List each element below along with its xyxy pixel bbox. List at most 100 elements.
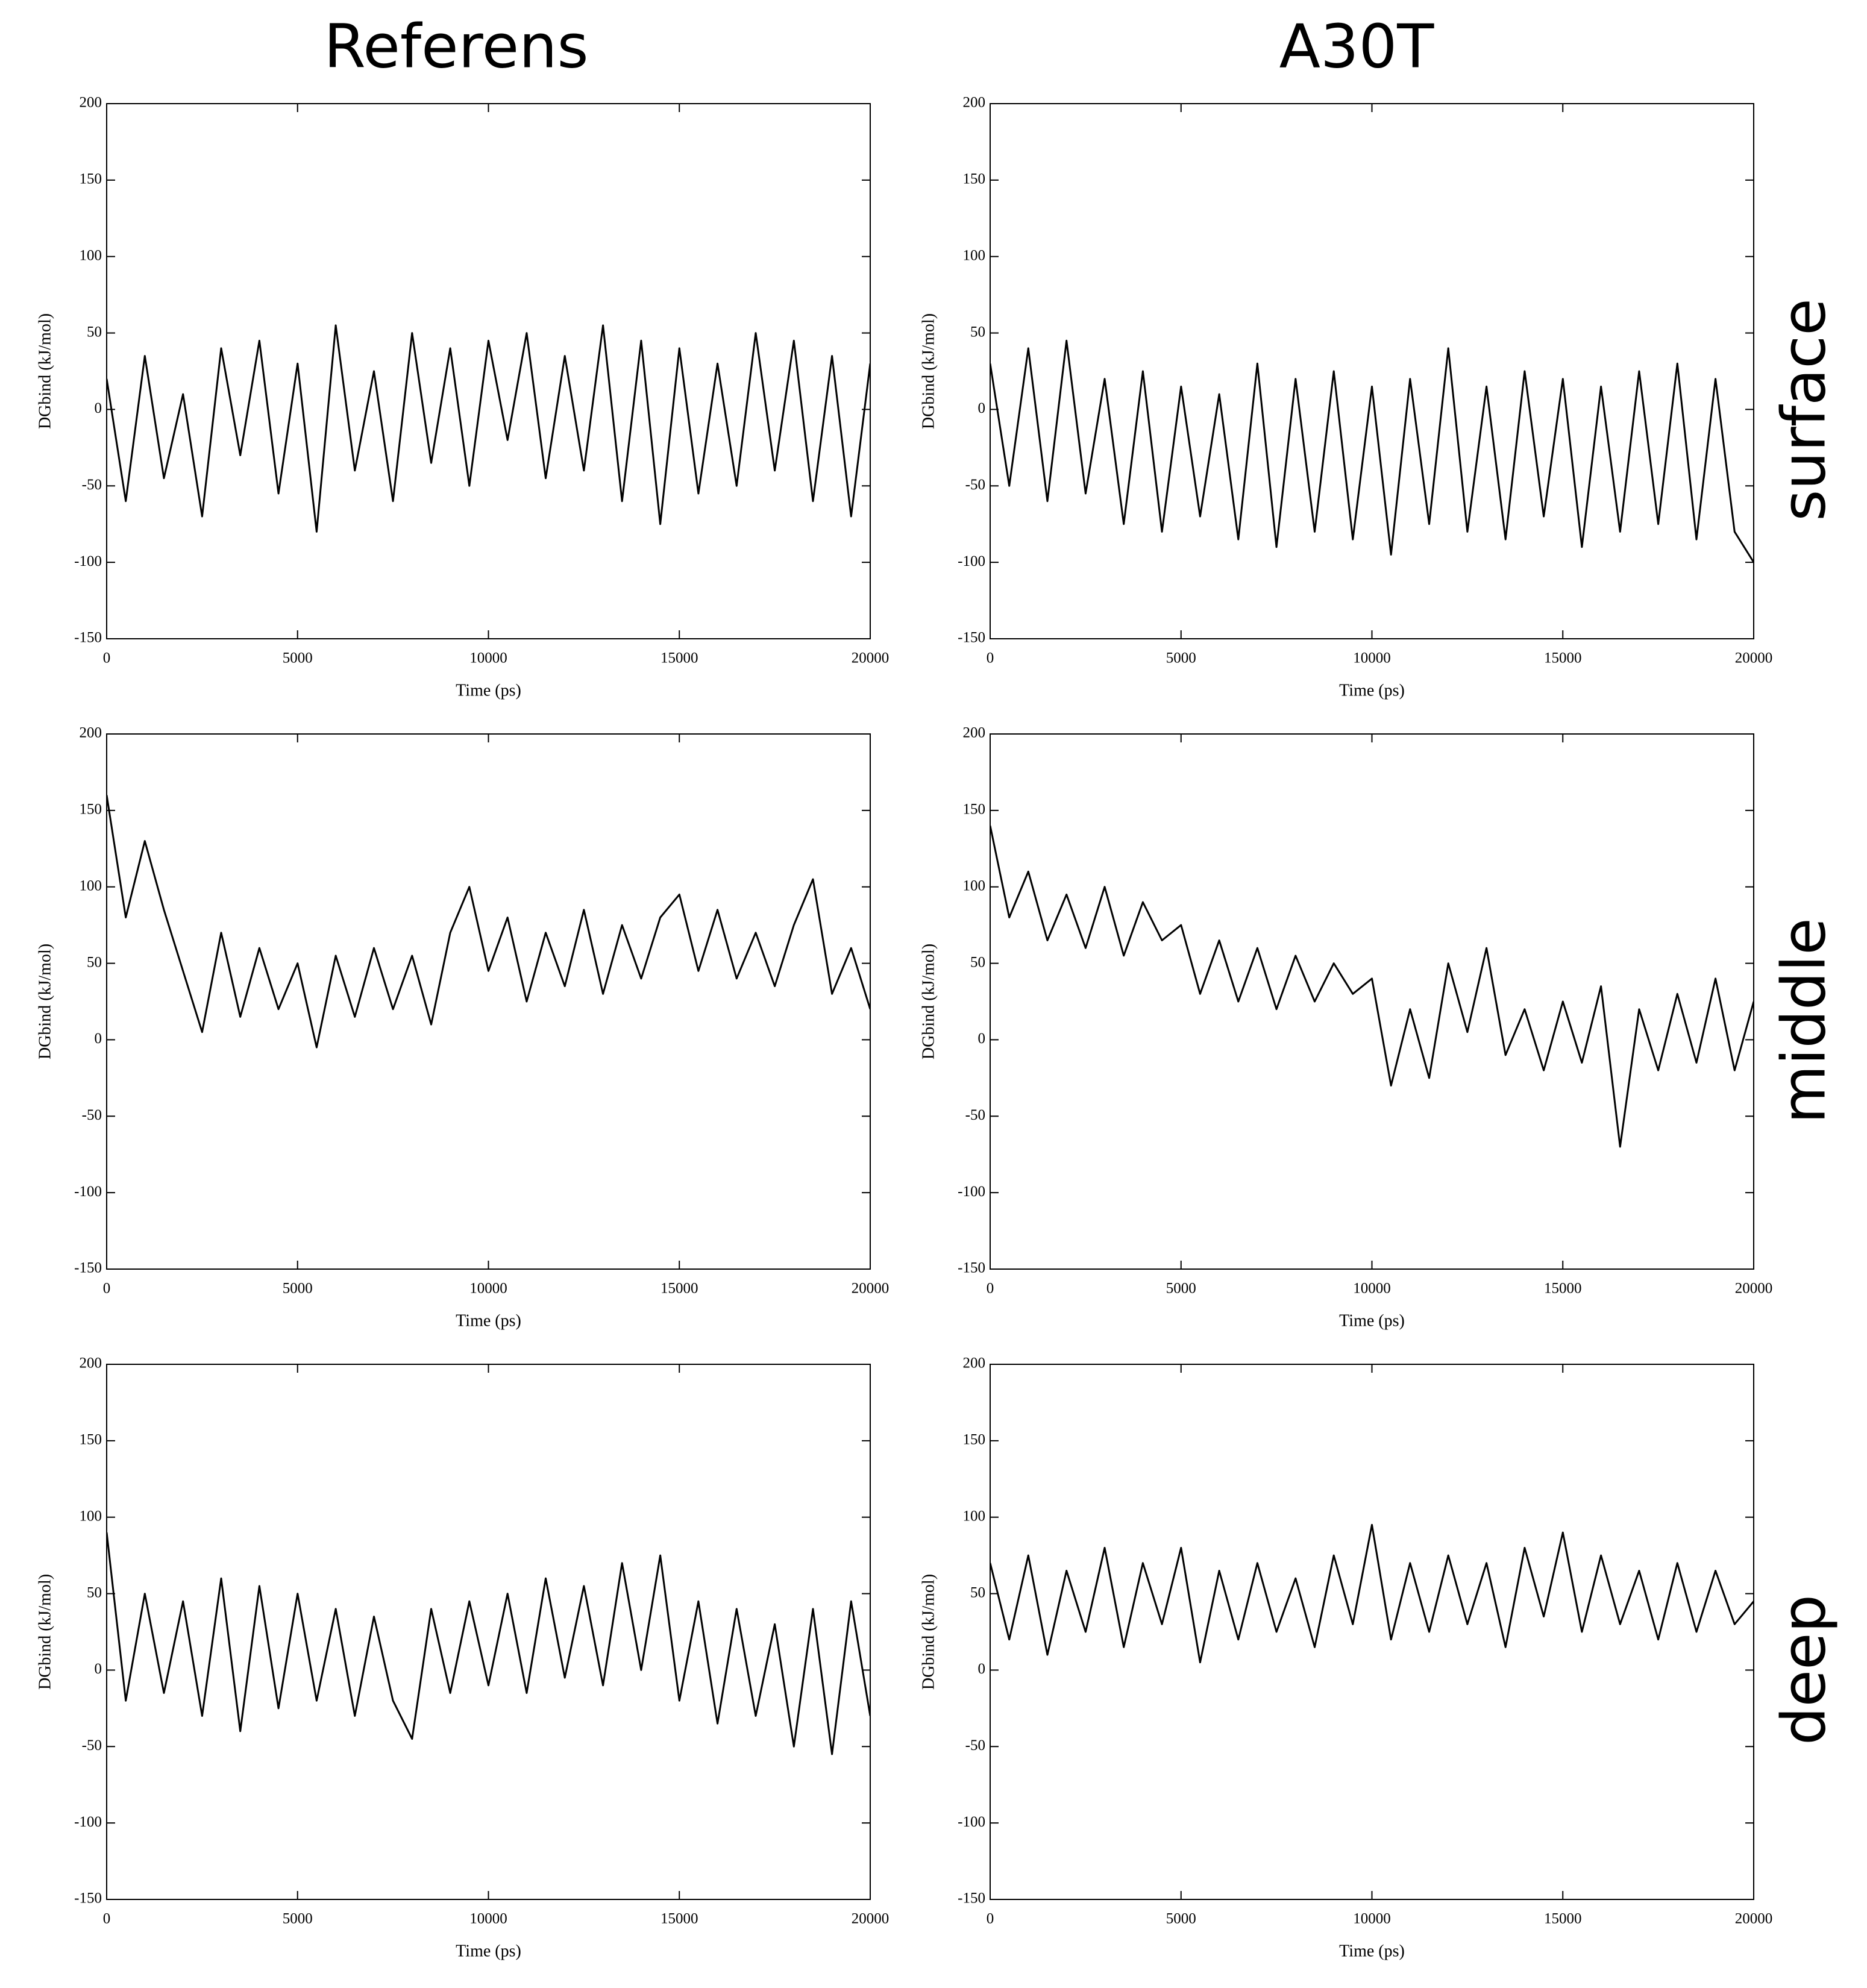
row-label: deep <box>1768 1594 1839 1745</box>
y-tick-label: 200 <box>963 1355 986 1372</box>
plot-frame <box>106 733 871 1270</box>
x-tick-label: 0 <box>987 1281 994 1297</box>
x-tick-label: 15000 <box>1544 650 1582 666</box>
x-tick-label: 10000 <box>1353 1281 1391 1297</box>
y-tick-label: -50 <box>965 477 985 493</box>
y-axis-label: DGbind (kJ/mol) <box>36 1574 54 1690</box>
plot-area <box>990 339 1754 563</box>
x-tick-label: 20000 <box>1735 1911 1773 1927</box>
y-tick-label: 150 <box>80 801 102 818</box>
data-line <box>107 1532 870 1755</box>
y-tick-label: 150 <box>963 1432 986 1448</box>
panel: -150 -100 -50 0 50 100 150 200 0 5000 10000 15000 20… <box>919 1355 1772 1961</box>
x-axis-label: Time (ps) <box>456 1942 521 1960</box>
x-tick-label: 20000 <box>1735 1281 1773 1297</box>
data-line <box>107 795 870 1049</box>
y-tick-label: 150 <box>80 171 102 187</box>
y-tick-label: -100 <box>958 553 985 569</box>
y-tick-label: 150 <box>963 801 986 818</box>
y-tick-label: 0 <box>95 1661 102 1677</box>
x-tick-label: 15000 <box>661 1281 698 1297</box>
x-tick-label: 5000 <box>1166 1911 1196 1927</box>
y-tick-label: 150 <box>80 1432 102 1448</box>
y-tick-label: -50 <box>82 1737 102 1754</box>
y-tick-label: 50 <box>970 954 985 970</box>
plot-area <box>990 1523 1754 1664</box>
y-tick-label: -150 <box>74 1260 102 1276</box>
x-axis-label: Time (ps) <box>1339 681 1405 700</box>
y-tick-label: -150 <box>74 630 102 646</box>
y-tick-label: 200 <box>80 725 102 741</box>
x-tick-label: 10000 <box>469 1281 507 1297</box>
data-line <box>990 1523 1754 1664</box>
plot-frame <box>106 103 871 639</box>
x-tick-label: 0 <box>987 650 994 666</box>
y-tick-label: -50 <box>82 477 102 493</box>
y-axis-label: DGbind (kJ/mol) <box>919 944 938 1059</box>
panel: -150 -100 -50 0 50 100 150 200 0 5000 10000 15000 20… <box>36 1355 889 1961</box>
y-tick-label: -50 <box>82 1107 102 1123</box>
y-tick-label: -150 <box>958 1260 985 1276</box>
y-tick-label: 0 <box>978 400 986 416</box>
x-tick-label: 15000 <box>1544 1911 1582 1927</box>
y-axis-label: DGbind (kJ/mol) <box>36 944 54 1059</box>
panel: -150 -100 -50 0 50 100 150 200 0 5000 10000 15000 20… <box>36 95 889 700</box>
x-tick-label: 5000 <box>1166 650 1196 666</box>
plot-frame <box>990 733 1754 1270</box>
y-tick-label: -50 <box>965 1107 985 1123</box>
x-tick-label: 0 <box>103 650 111 666</box>
y-tick-label: -100 <box>958 1184 985 1200</box>
y-tick-label: 100 <box>963 1508 986 1524</box>
y-tick-label: -150 <box>958 1890 985 1907</box>
y-tick-label: -150 <box>958 630 985 646</box>
x-tick-label: 15000 <box>661 1911 698 1927</box>
x-tick-label: 5000 <box>283 650 313 666</box>
x-tick-label: 10000 <box>1353 1911 1391 1927</box>
column-title: Referens <box>324 11 588 81</box>
y-tick-label: 0 <box>95 400 102 416</box>
y-tick-label: 50 <box>87 954 102 970</box>
x-tick-label: 15000 <box>661 650 698 666</box>
x-tick-label: 10000 <box>469 650 507 666</box>
y-tick-label: -100 <box>74 1184 102 1200</box>
y-tick-label: 0 <box>95 1030 102 1047</box>
x-tick-label: 20000 <box>852 1281 890 1297</box>
x-axis-label: Time (ps) <box>1339 1942 1405 1960</box>
y-tick-label: -100 <box>958 1814 985 1830</box>
y-tick-label: 100 <box>80 877 102 894</box>
x-axis-label: Time (ps) <box>456 681 521 700</box>
plot-frame <box>106 1364 871 1900</box>
y-axis-label: DGbind (kJ/mol) <box>919 313 938 429</box>
y-tick-label: 100 <box>80 247 102 263</box>
x-tick-label: 5000 <box>1166 1281 1196 1297</box>
x-tick-label: 5000 <box>283 1281 313 1297</box>
x-tick-label: 15000 <box>1544 1281 1582 1297</box>
x-tick-label: 0 <box>103 1911 111 1927</box>
panel: -150 -100 -50 0 50 100 150 200 0 5000 10000 15000 20… <box>36 725 889 1331</box>
data-line <box>990 825 1754 1148</box>
plot-area <box>107 324 870 533</box>
x-tick-label: 20000 <box>852 650 890 666</box>
y-tick-label: 200 <box>80 95 102 111</box>
y-tick-label: 50 <box>87 1584 102 1601</box>
x-tick-label: 20000 <box>852 1911 890 1927</box>
plot-frame <box>990 1364 1754 1900</box>
y-axis-label: DGbind (kJ/mol) <box>919 1574 938 1690</box>
panel: -150 -100 -50 0 50 100 150 200 0 5000 10000 15000 20… <box>919 725 1772 1331</box>
panel: -150 -100 -50 0 50 100 150 200 0 5000 10000 15000 20… <box>919 95 1772 700</box>
x-tick-label: 0 <box>987 1911 994 1927</box>
y-tick-label: -150 <box>74 1890 102 1907</box>
y-tick-label: 200 <box>963 725 986 741</box>
x-tick-label: 20000 <box>1735 650 1773 666</box>
row-label: middle <box>1768 918 1839 1123</box>
y-tick-label: -100 <box>74 553 102 569</box>
plot-area <box>107 1532 870 1755</box>
y-tick-label: 150 <box>963 171 986 187</box>
column-title: A30T <box>1279 11 1435 81</box>
y-tick-label: 50 <box>970 324 985 340</box>
y-tick-label: 50 <box>87 324 102 340</box>
y-tick-label: -100 <box>74 1814 102 1830</box>
y-tick-label: 100 <box>963 247 986 263</box>
y-axis-label: DGbind (kJ/mol) <box>36 313 54 429</box>
